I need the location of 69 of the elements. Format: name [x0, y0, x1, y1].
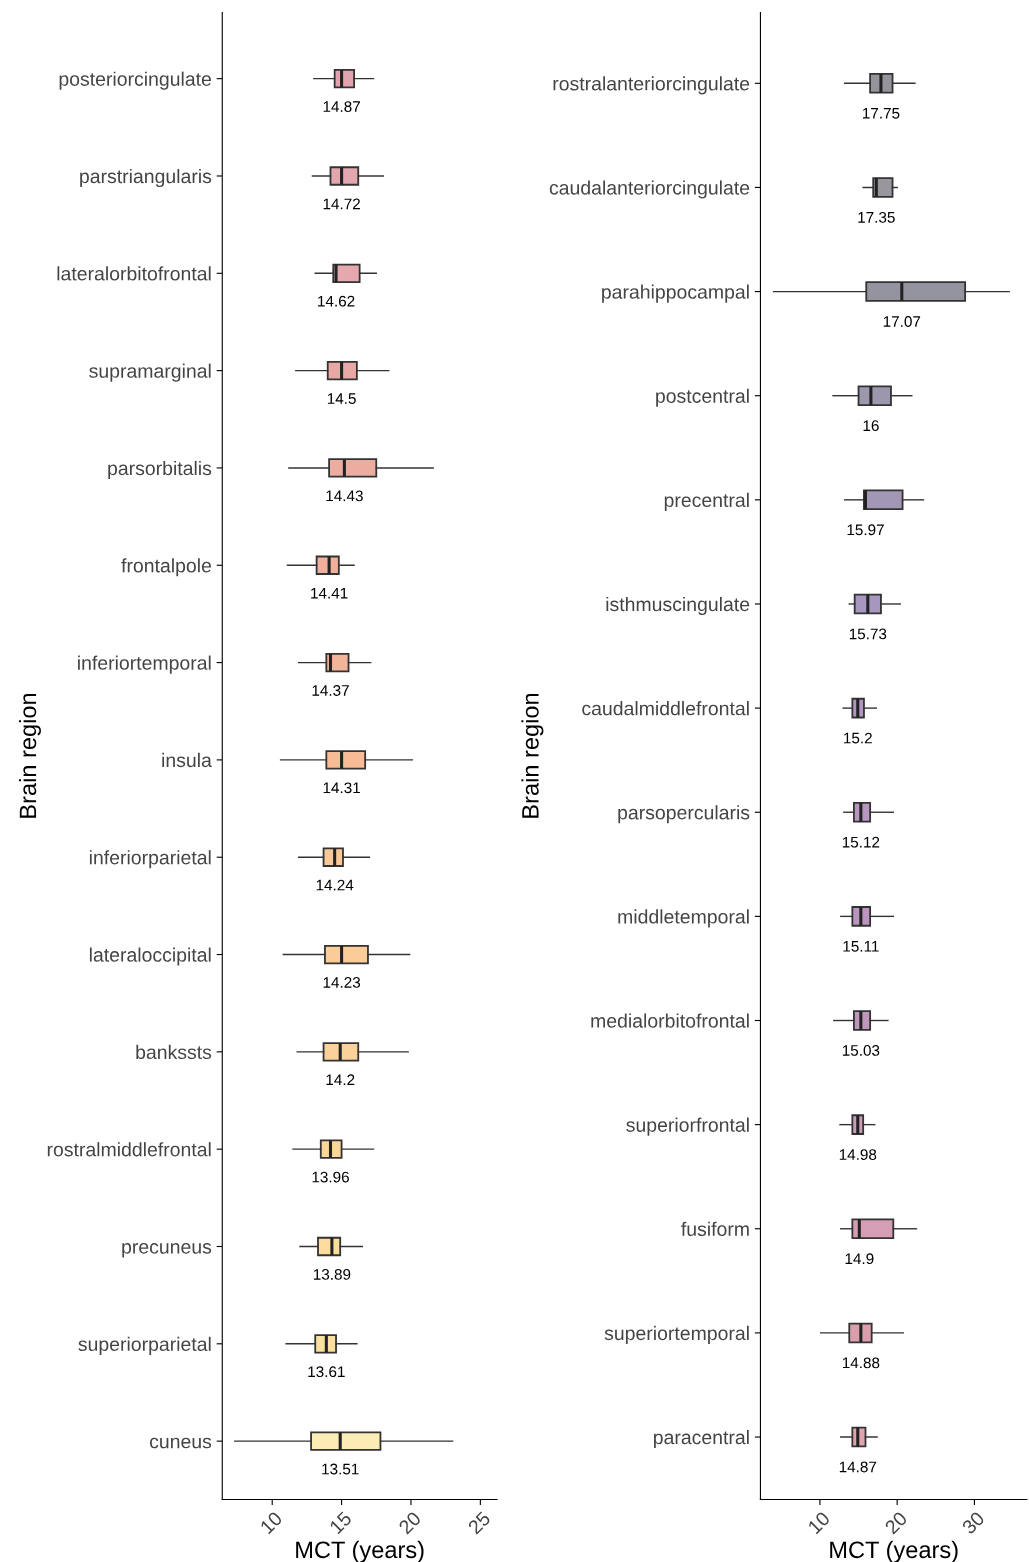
- y-tick-label: caudalmiddlefrontal: [582, 701, 749, 716]
- text: 14.24: [316, 879, 354, 891]
- text: 13.89: [313, 1268, 351, 1280]
- y-tick-label: parstriangularis: [80, 168, 212, 188]
- y-tick-label: fusiform: [681, 1221, 749, 1237]
- text: 17.75: [862, 107, 900, 119]
- text: 14.31: [323, 782, 360, 794]
- text: 13.61: [308, 1366, 345, 1378]
- y-tick-label: caudalanteriorcingulate: [549, 180, 750, 199]
- text: 15.11: [843, 941, 879, 952]
- y-tick-label: parsorbitalis: [108, 460, 212, 480]
- text: 14.72: [323, 198, 360, 210]
- text: 15.2: [844, 732, 872, 744]
- y-tick-label: supramarginal: [89, 363, 211, 382]
- text: 14.43: [326, 490, 363, 502]
- y-tick-label: postcentral: [656, 388, 749, 407]
- y-tick-label: isthmuscingulate: [606, 596, 750, 616]
- y-tick-label: superiortemporal: [604, 1325, 749, 1344]
- y-tick-label: bankssts: [136, 1044, 212, 1060]
- y-tick-label: lateralorbitofrontal: [57, 266, 211, 281]
- y-tick-label: parahippocampal: [602, 284, 749, 303]
- y-tick-label: inferiortemporal: [78, 655, 211, 674]
- y-tick-label: precuneus: [122, 1243, 212, 1258]
- y-tick-label: middletemporal: [618, 909, 749, 928]
- y-tick-label: superiorfrontal: [626, 1117, 749, 1136]
- text: 14.23: [323, 977, 361, 988]
- y-tick-label: superiorparietal: [78, 1336, 211, 1355]
- text: 16: [863, 420, 879, 432]
- y-tick-label: inferiorparietal: [89, 850, 211, 869]
- y-axis-title: Brain region: [521, 693, 544, 818]
- text: 17.07: [883, 316, 921, 327]
- y-tick-label: paracentral: [654, 1429, 749, 1449]
- x-tick-label: 20: [884, 1510, 908, 1535]
- y-tick-label: rostralanteriorcingulate: [553, 76, 750, 95]
- text: 15.73: [849, 628, 887, 640]
- y-tick-label: lateraloccipital: [89, 947, 211, 966]
- y-tick-label: parsopercularis: [618, 805, 750, 824]
- x-tick-label: 30: [961, 1510, 986, 1535]
- y-tick-label: posteriorcingulate: [59, 71, 211, 90]
- text: 14.2: [326, 1074, 355, 1085]
- text: 15.97: [847, 524, 884, 536]
- text: 14.88: [842, 1357, 880, 1369]
- text: 14.37: [312, 685, 349, 696]
- x-tick-label: 25: [467, 1510, 492, 1535]
- text: 13.51: [322, 1463, 359, 1475]
- y-tick-label: cuneus: [149, 1437, 212, 1449]
- y-axis-title: Brain region: [18, 693, 41, 818]
- text: 14.41: [311, 587, 348, 599]
- text: 14.87: [323, 101, 360, 112]
- text: 13.96: [312, 1171, 349, 1183]
- text: 14.62: [318, 295, 355, 307]
- text: 17.35: [858, 211, 895, 223]
- text: 14.98: [839, 1149, 877, 1160]
- x-tick-label: 10: [807, 1510, 831, 1535]
- text: 14.87: [839, 1461, 877, 1473]
- x-tick-label: 15: [329, 1511, 353, 1535]
- y-tick-label: medialorbitofrontal: [591, 1013, 749, 1028]
- x-axis-title: MCT (years): [296, 1540, 424, 1562]
- x-tick-label: 10: [259, 1510, 284, 1535]
- y-tick-label: precentral: [664, 492, 749, 511]
- text: 15.12: [842, 836, 880, 848]
- x-axis-title: MCT (years): [830, 1540, 958, 1562]
- x-tick-label: 20: [397, 1510, 422, 1535]
- text: 15.03: [842, 1045, 880, 1056]
- text: 14.5: [327, 393, 356, 404]
- y-tick-label: rostralmiddlefrontal: [47, 1142, 211, 1157]
- y-tick-label: insula: [162, 752, 212, 768]
- y-tick-label: frontalpole: [121, 558, 211, 577]
- text: 14.9: [845, 1253, 874, 1265]
